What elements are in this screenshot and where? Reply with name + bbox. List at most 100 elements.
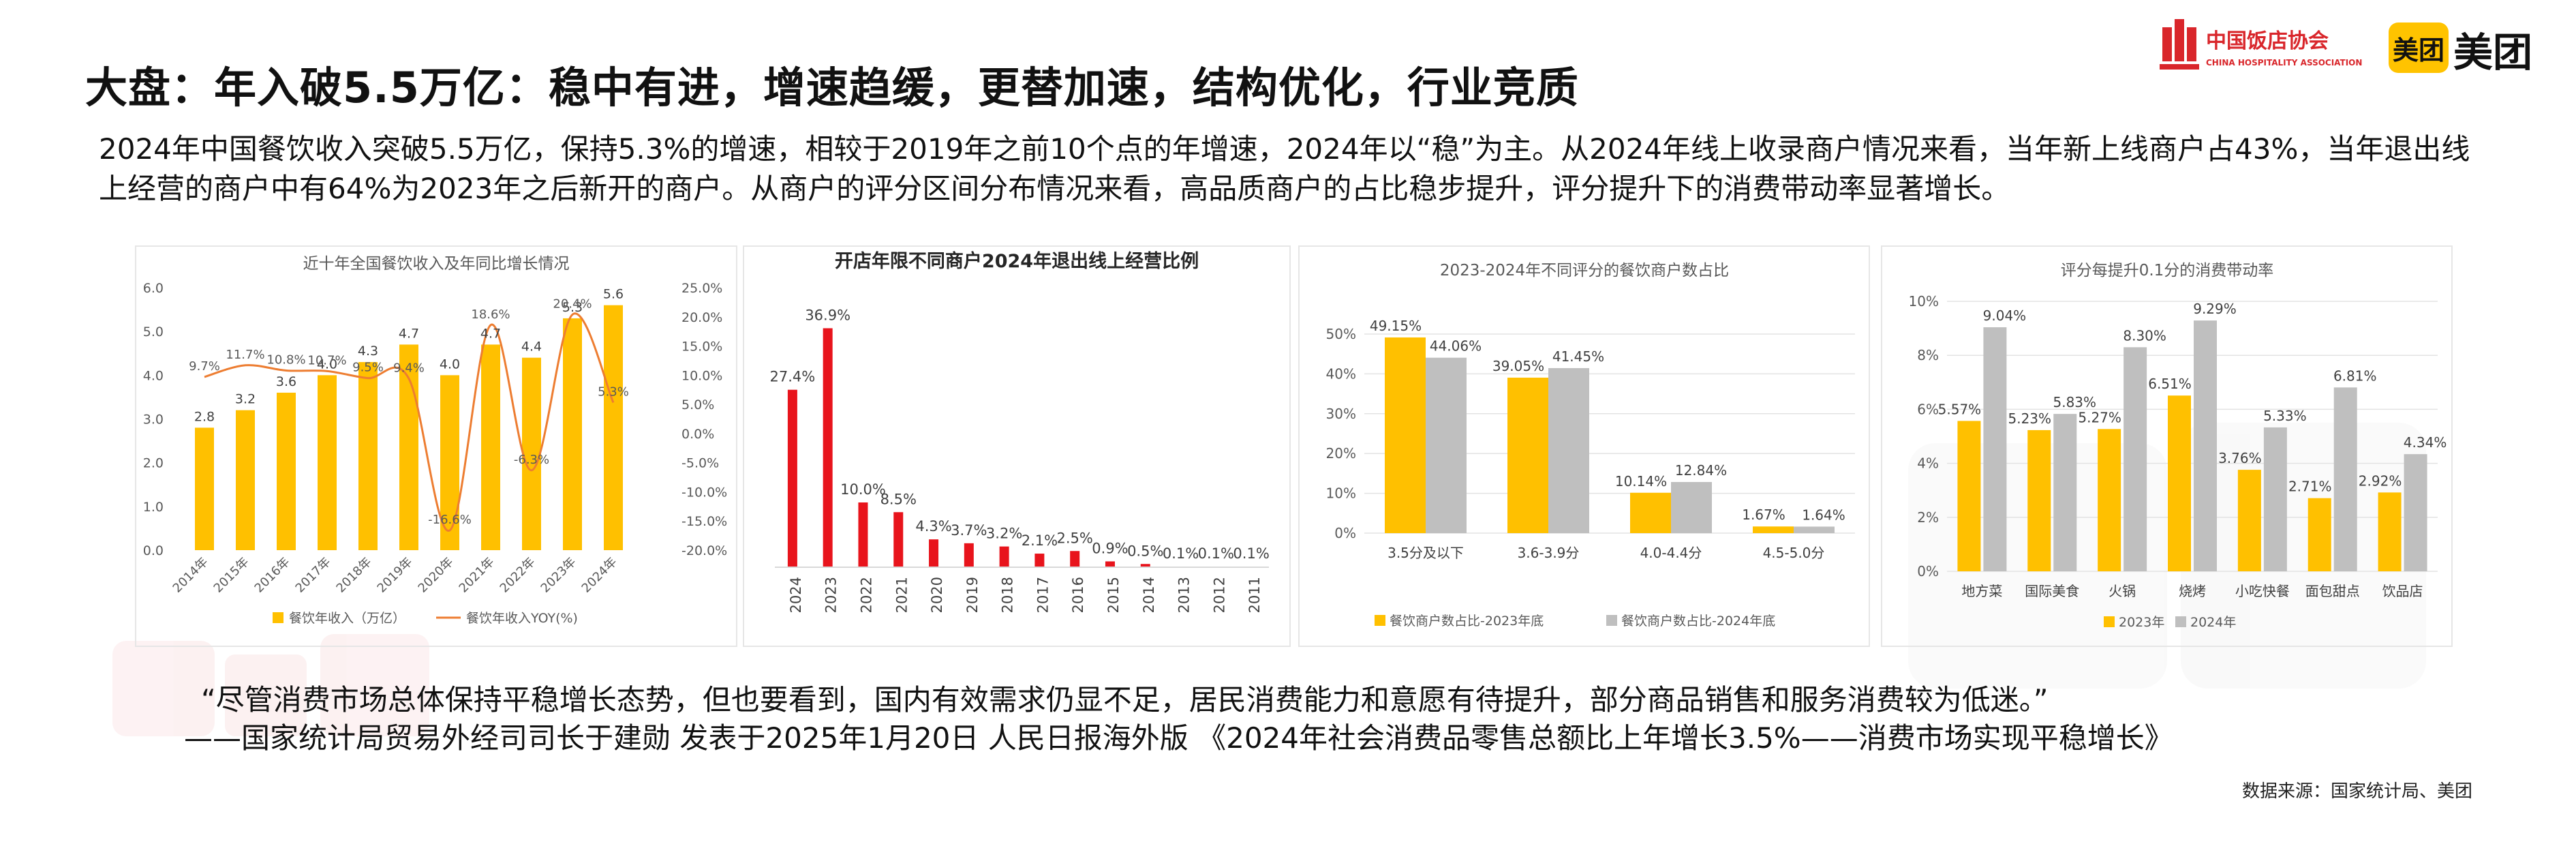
bar-revenue (358, 362, 378, 550)
y2-tick-label: 0.0% (681, 427, 714, 442)
legend-swatch-2024 (1606, 615, 1617, 626)
line-value-label: 9.7% (189, 359, 220, 374)
x-tick-label: 面包甜点 (2305, 583, 2360, 599)
rating-distribution-chart: 2023-2024年不同评分的餐饮商户数占比 49.15% 44.06% 39.05… (1326, 262, 1855, 629)
bar-exit-ratio (858, 502, 868, 567)
intro-paragraph: 2024年中国餐饮收入突破5.5万亿，保持5.3%的增速，相较于2019年之前1… (99, 132, 2470, 205)
x-tick-label: 2016年 (252, 555, 293, 596)
y2-tick-label: -20.0% (681, 543, 727, 558)
x-tick-label: 2024年 (579, 555, 620, 596)
bar-value-label: 9.29% (2193, 301, 2237, 317)
y-tick-label: 2.0 (143, 456, 164, 471)
bar-value-label: 41.45% (1552, 348, 1604, 365)
bar-revenue (522, 357, 541, 550)
x-tick-label: 2021年 (457, 555, 497, 596)
x-tick-label: 火锅 (2109, 583, 2136, 599)
bar-exit-ratio (929, 539, 939, 567)
meituan-logo-wordmark: 美团 (2453, 29, 2533, 76)
x-tick-label: 2012 (1211, 577, 1227, 613)
y2-tick-label: 20.0% (681, 310, 722, 325)
x-tick-label: 2018 (1000, 577, 1016, 613)
bar-series-2023 (2098, 429, 2121, 571)
y2-tick-label: -10.0% (681, 485, 727, 500)
bar-value-label: 8.30% (2123, 327, 2166, 344)
bar-value-label: 9.04% (1983, 307, 2027, 324)
bar-value-label: 2.71% (2288, 479, 2332, 495)
bar-series-2023 (2307, 498, 2331, 571)
bar-value-label: 4.34% (2404, 434, 2447, 451)
bar-exit-ratio (999, 546, 1009, 567)
y-tick-label: 10% (1909, 293, 1939, 310)
chart-panel-exit-ratio: 开店年限不同商户2024年退出线上经营比例 27.4% 36.9% 10.0% 8.5… (743, 245, 1291, 647)
line-value-label: 9.5% (352, 361, 384, 375)
legend-label: 2024年 (2190, 615, 2236, 630)
bar-value-label: 5.27% (2078, 409, 2121, 425)
bar-series-2024 (2123, 347, 2147, 571)
consumption-drive-chart: 评分每提升0.1分的消费带动率 5.57% 9.04% 5.23%5.83%5.27… (1909, 262, 2447, 630)
bar-value-label: 10.14% (1615, 473, 1667, 489)
bar-series-2023 (2027, 430, 2051, 571)
x-tick-label: 2022 (858, 577, 874, 613)
y-tick-label: 40% (1326, 365, 1356, 382)
bar-revenue (399, 344, 418, 550)
bar-value-label: 1.64% (1802, 507, 1845, 523)
bar-value-label: 39.05% (1492, 358, 1544, 374)
bar-series-2024 (1426, 357, 1467, 533)
bar-value-label: 4.3 (358, 344, 378, 359)
line-value-label: -6.3% (514, 453, 549, 467)
line-value-label: 18.6% (471, 307, 510, 322)
line-value-label: 10.8% (266, 352, 305, 367)
bar-series-2023 (2378, 492, 2402, 571)
y-tick-label: 5.0 (143, 325, 164, 340)
bar-series-2023 (1753, 526, 1794, 533)
bar-exit-ratio (1070, 551, 1080, 567)
y2-tick-label: 25.0% (681, 281, 722, 296)
legend-swatch-bar (273, 612, 283, 623)
legend-label: 餐饮年收入（万亿） (289, 611, 405, 626)
y-tick-label: 20% (1326, 445, 1356, 462)
y-tick-label: 0.0 (143, 543, 164, 558)
bar-value-label: 10.0% (840, 481, 886, 498)
bar-series-2023 (2168, 395, 2191, 571)
y-tick-label: 6.0 (143, 281, 164, 296)
bar-value-label: 36.9% (805, 307, 850, 323)
x-tick-label: 4.0-4.4分 (1640, 545, 1702, 561)
bar-value-label: 3.2% (986, 526, 1022, 542)
x-tick-label: 2018年 (334, 555, 375, 596)
chart-panel-revenue: 近十年全国餐饮收入及年同比增长情况 0.0 1.0 2.0 3.0 4.0 5.0 6.0 -… (135, 245, 737, 647)
line-value-label: 11.7% (226, 348, 264, 362)
bar-value-label: 0.5% (1127, 543, 1163, 559)
data-source-note: 数据来源：国家统计局、美团 (2242, 781, 2473, 802)
quote-source: ——国家统计局贸易外经司司长于建勋 发表于2025年1月20日 人民日报海外版 … (184, 721, 2173, 755)
legend-label: 餐饮商户数占比-2024年底 (1621, 614, 1775, 629)
x-tick-label: 国际美食 (2025, 583, 2079, 599)
bar-value-label: 4.7 (399, 326, 419, 341)
bar-value-label: 3.7% (951, 522, 987, 539)
bar-value-label: 6.81% (2333, 367, 2377, 384)
bar-series-2024 (2053, 414, 2077, 571)
bar-revenue (318, 375, 337, 550)
bar-value-label: 4.0 (440, 357, 460, 372)
bar-series-2024 (1671, 482, 1712, 533)
x-tick-label: 2017年 (293, 555, 334, 596)
bar-value-label: 1.67% (1742, 507, 1785, 523)
x-tick-label: 4.5-5.0分 (1763, 545, 1825, 561)
x-tick-label: 2015年 (211, 555, 252, 596)
x-tick-label: 2017 (1034, 577, 1051, 613)
bar-exit-ratio (1140, 564, 1150, 567)
bar-value-label: 2.1% (1022, 532, 1058, 549)
chart-title: 近十年全国餐饮收入及年同比增长情况 (303, 255, 570, 273)
x-tick-label: 2024 (788, 577, 804, 613)
bar-value-label: 44.06% (1430, 338, 1482, 355)
bar-value-label: 27.4% (770, 369, 816, 385)
line-value-label: -16.6% (428, 513, 472, 527)
bar-series-2024 (2333, 387, 2357, 571)
legend-label: 餐饮商户数占比-2023年底 (1390, 614, 1544, 629)
y2-tick-label: -15.0% (681, 514, 727, 529)
x-tick-label: 2011 (1246, 577, 1263, 613)
y-tick-label: 0% (1917, 563, 1939, 579)
china-hospitality-association-logo: 中国饭店协会 CHINA HOSPITALITY ASSOCIATION (2160, 19, 2362, 70)
bar-value-label: 5.33% (2263, 408, 2307, 424)
y2-tick-label: 10.0% (681, 368, 722, 383)
x-tick-label: 3.5分及以下 (1387, 545, 1464, 561)
